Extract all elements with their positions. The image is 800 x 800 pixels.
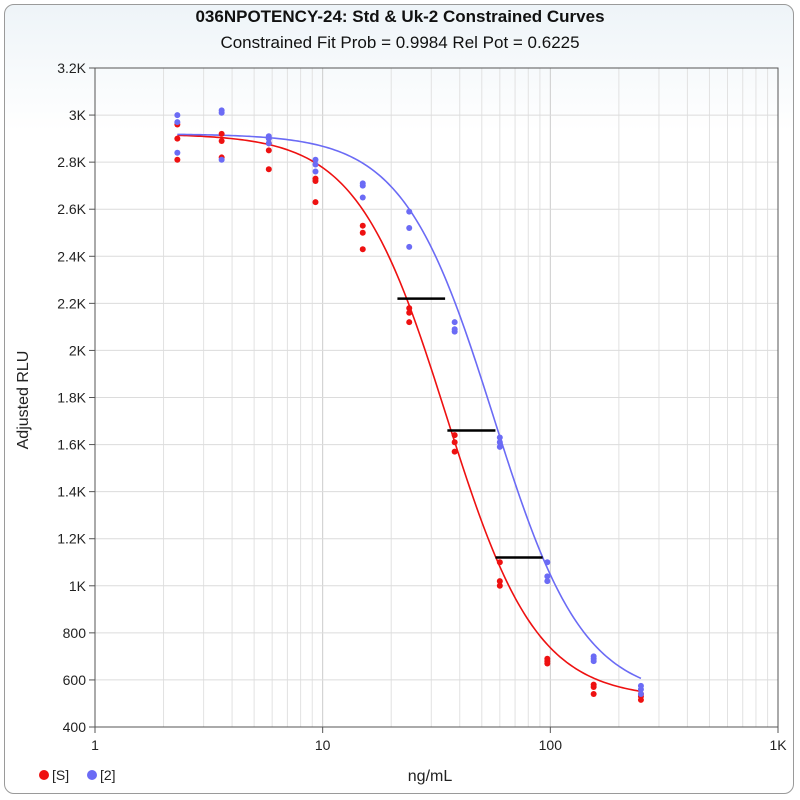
y-tick-label: 600	[63, 672, 87, 688]
data-point	[406, 305, 413, 312]
potency-segments	[397, 297, 543, 559]
fit-curves	[177, 133, 642, 693]
y-tick-label: 2K	[69, 342, 87, 358]
y-tick-label: 1.6K	[57, 437, 86, 453]
data-point	[406, 309, 413, 316]
data-point	[174, 135, 181, 142]
data-point	[406, 225, 413, 232]
data-point	[637, 691, 644, 698]
data-point	[451, 448, 458, 455]
data-point	[406, 243, 413, 250]
legend-label: [S]	[52, 767, 69, 783]
data-point	[451, 328, 458, 335]
chart-frame	[4, 4, 794, 794]
y-tick-label: 3K	[69, 107, 87, 123]
chart-subtitle: Constrained Fit Prob = 0.9984 Rel Pot = …	[220, 33, 579, 52]
legend-label: [2]	[100, 767, 116, 783]
x-tick-label: 100	[539, 737, 563, 753]
data-point	[406, 208, 413, 215]
data-point	[359, 229, 366, 236]
data-point	[359, 246, 366, 253]
data-point	[312, 177, 319, 184]
fit-curve	[177, 134, 642, 693]
data-point	[590, 691, 597, 698]
legend: [S] [2]	[39, 767, 116, 783]
data-point	[174, 156, 181, 163]
data-point	[451, 319, 458, 326]
data-point	[218, 130, 225, 137]
data-point	[406, 319, 413, 326]
data-point	[174, 119, 181, 126]
data-point	[359, 222, 366, 229]
chart-title: 036NPOTENCY-24: Std & Uk-2 Constrained C…	[195, 7, 604, 26]
data-point	[637, 696, 644, 703]
data-point	[312, 161, 319, 168]
y-tick-label: 3.2K	[57, 60, 86, 76]
data-point	[359, 182, 366, 189]
y-tick-label: 1K	[69, 578, 87, 594]
data-point	[265, 135, 272, 142]
y-axis-label: Adjusted RLU	[15, 351, 32, 450]
data-point	[174, 149, 181, 156]
x-tick-label: 1K	[769, 737, 787, 753]
y-tick-label: 2.8K	[57, 154, 86, 170]
data-point	[544, 573, 551, 580]
data-point	[359, 194, 366, 201]
data-point	[265, 166, 272, 173]
data-point	[496, 559, 503, 566]
fit-curve	[177, 133, 642, 680]
y-tick-label: 1.4K	[57, 484, 86, 500]
data-point	[496, 439, 503, 446]
data-point	[590, 683, 597, 690]
data-point	[544, 578, 551, 585]
y-tick-label: 1.8K	[57, 390, 86, 406]
data-point	[496, 578, 503, 585]
data-point	[544, 559, 551, 566]
data-point	[590, 658, 597, 665]
y-tick-label: 800	[63, 625, 87, 641]
legend-marker	[39, 770, 49, 780]
data-point	[265, 147, 272, 154]
y-axis: 400 600 800 1K 1.2K 1.4K 1.6K 1.8K 2K 2.2K 2.4K 2.6…	[57, 60, 95, 735]
x-tick-label: 1	[91, 737, 99, 753]
data-point	[496, 434, 503, 441]
data-point	[544, 660, 551, 667]
grid	[95, 68, 778, 727]
data-point	[218, 109, 225, 116]
data-point	[218, 137, 225, 144]
y-tick-label: 2.4K	[57, 248, 86, 264]
data-point	[496, 443, 503, 450]
x-axis-label: ng/mL	[408, 768, 453, 785]
data-point	[265, 140, 272, 147]
legend-marker	[87, 770, 97, 780]
data-point	[312, 156, 319, 163]
y-tick-label: 2.6K	[57, 201, 86, 217]
data-point	[496, 582, 503, 589]
data-point	[451, 439, 458, 446]
x-tick-label: 10	[315, 737, 331, 753]
data-point	[451, 432, 458, 439]
data-point	[312, 168, 319, 175]
y-tick-label: 400	[63, 719, 87, 735]
data-point	[174, 112, 181, 119]
data-point	[218, 156, 225, 163]
data-points	[174, 107, 644, 703]
x-axis: 1 10 100 1K	[91, 727, 787, 753]
data-point	[637, 686, 644, 693]
y-tick-label: 2.2K	[57, 295, 86, 311]
data-point	[312, 199, 319, 206]
y-tick-label: 1.2K	[57, 531, 86, 547]
